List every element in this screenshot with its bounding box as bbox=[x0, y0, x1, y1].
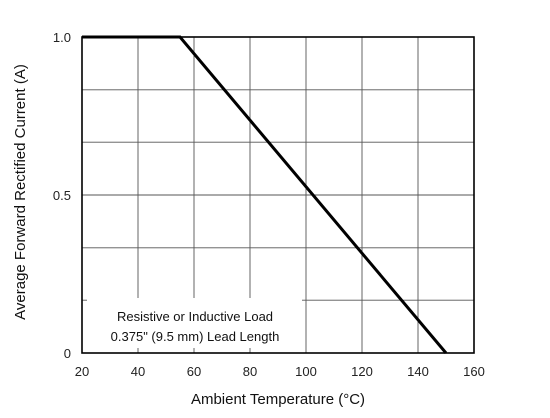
x-tick-label-6: 140 bbox=[407, 364, 429, 379]
y-tick-label-1: 0.5 bbox=[53, 188, 71, 203]
grid bbox=[81, 36, 475, 354]
x-tick-label-4: 100 bbox=[295, 364, 317, 379]
x-tick-label-5: 120 bbox=[351, 364, 373, 379]
x-tick-label-3: 80 bbox=[243, 364, 257, 379]
y-axis-title: Average Forward Rectified Current (A) bbox=[12, 64, 29, 320]
x-tick-label-1: 40 bbox=[131, 364, 145, 379]
annotation-background bbox=[87, 298, 302, 348]
x-tick-label-0: 20 bbox=[75, 364, 89, 379]
annotation-line-1: Resistive or Inductive Load bbox=[117, 309, 273, 324]
x-tick-label-2: 60 bbox=[187, 364, 201, 379]
x-tick-label-7: 160 bbox=[463, 364, 485, 379]
x-axis-title: Ambient Temperature (°C) bbox=[191, 391, 365, 408]
series-line-0 bbox=[82, 35, 448, 354]
y-tick-labels: 0 0.5 1.0 bbox=[53, 30, 71, 361]
x-tick-labels: 20 40 60 80 100 120 140 160 bbox=[75, 364, 485, 379]
plot-area-frame bbox=[81, 36, 475, 354]
series-group bbox=[82, 35, 448, 354]
annotation-box: Resistive or Inductive Load 0.375" (9.5 … bbox=[87, 298, 302, 348]
y-tick-label-0: 0 bbox=[64, 346, 71, 361]
annotation-line-2: 0.375" (9.5 mm) Lead Length bbox=[111, 329, 280, 344]
y-tick-label-2: 1.0 bbox=[53, 30, 71, 45]
